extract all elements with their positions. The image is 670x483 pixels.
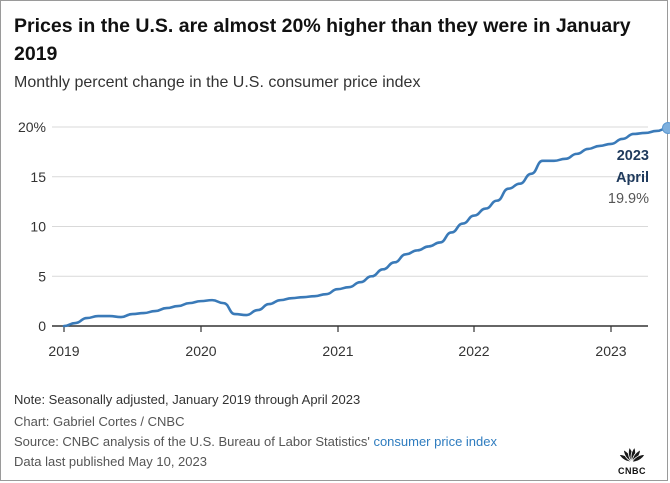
chart-subtitle: Monthly percent change in the U.S. consu… [14,74,421,91]
series-line [62,126,670,328]
note-text: Note: Seasonally adjusted, January 2019 … [14,392,361,407]
published-text: Data last published May 10, 2023 [14,454,207,469]
y-tick-label: 0 [38,318,46,334]
chart-title: Prices in the U.S. are almost 20% higher… [14,15,631,65]
annotation-value: 19.9% [608,191,649,207]
source-text: Source: CNBC analysis of the U.S. Bureau… [14,432,497,452]
logo-wordmark: CNBC [618,466,646,476]
annotation-month: April [616,170,649,186]
x-tick-label: 2021 [322,343,353,359]
y-tick-label: 15 [30,169,46,185]
annotation-year: 2023 [617,148,649,164]
x-tick-label: 2019 [48,343,79,359]
chart-notes: Note: Seasonally adjusted, January 2019 … [14,390,497,472]
grid-lines [52,126,648,277]
series-group [62,121,670,328]
x-tick-label: 2023 [595,343,626,359]
y-tick-label: 20% [18,119,46,135]
source-link[interactable]: consumer price index [373,434,497,449]
line-chart: 20% 15 10 5 0 2019 2020 2021 2022 2023 2023 April… [18,119,670,359]
source-prefix: Source: CNBC analysis of the U.S. Bureau… [14,434,374,449]
x-tick-label: 2020 [185,343,216,359]
peacock-feather [631,454,646,463]
y-tick-label: 10 [30,219,46,235]
credit-text: Chart: Gabriel Cortes / CNBC [14,414,185,429]
x-axis: 2019 2020 2021 2022 2023 [48,325,648,359]
y-axis-ticks: 20% 15 10 5 0 [18,119,46,334]
end-point [661,121,670,134]
y-tick-label: 5 [38,268,46,284]
end-annotation: 2023 April 19.9% [608,148,649,207]
x-tick-label: 2022 [458,343,489,359]
nbc-peacock-icon [618,446,646,463]
